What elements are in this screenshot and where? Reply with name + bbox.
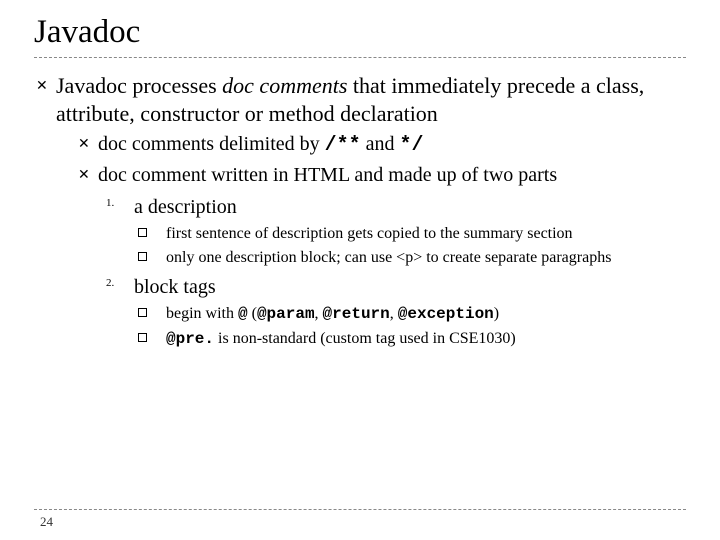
text-part: and [361, 133, 400, 155]
numbered-item-1: 1. a description [106, 195, 686, 220]
text-part: , [315, 305, 323, 322]
code-text: @ [238, 305, 248, 323]
number-marker: 1. [106, 197, 114, 209]
code-text: @pre. [166, 330, 214, 348]
numbered-item-2: 2. block tags [106, 275, 686, 300]
number-marker: 2. [106, 277, 114, 289]
box-icon [138, 252, 147, 261]
text-part: doc comments delimited by [98, 133, 325, 155]
text-part: begin with [166, 305, 238, 322]
footer-divider [34, 509, 686, 510]
page-number: 24 [40, 514, 53, 530]
code-text: */ [400, 134, 424, 157]
bullet-icon: ✕ [78, 136, 90, 153]
box-icon [138, 333, 147, 342]
slide-container: Javadoc ✕ Javadoc processes doc comments… [0, 0, 720, 350]
text-part: ) [494, 305, 499, 322]
code-text: /** [325, 134, 361, 157]
level4-text: @pre. is non-standard (custom tag used i… [166, 329, 686, 350]
level2-text: doc comment written in HTML and made up … [98, 163, 686, 189]
bullet-icon: ✕ [36, 78, 48, 95]
level2-text: doc comments delimited by /** and */ [98, 132, 686, 159]
text-part: is non-standard (custom tag used in CSE1… [214, 330, 516, 347]
text-part: Javadoc processes [56, 73, 222, 98]
box-item: first sentence of description gets copie… [138, 224, 686, 245]
box-item: @pre. is non-standard (custom tag used i… [138, 329, 686, 350]
code-text: @exception [398, 305, 494, 323]
box-icon [138, 228, 147, 237]
text-part: <p> [396, 249, 422, 266]
text-part: to create separate paragraphs [422, 249, 611, 266]
slide-title: Javadoc [34, 14, 686, 51]
bullet-icon: ✕ [78, 167, 90, 184]
box-item: only one description block; can use <p> … [138, 248, 686, 269]
bullet-level2: ✕ doc comment written in HTML and made u… [78, 163, 686, 189]
bullet-level2: ✕ doc comments delimited by /** and */ [78, 132, 686, 159]
level4-text: first sentence of description gets copie… [166, 224, 686, 245]
code-text: @return [323, 305, 390, 323]
bullet-level1: ✕ Javadoc processes doc comments that im… [36, 72, 686, 350]
box-icon [138, 308, 147, 317]
level3-text: block tags [134, 275, 686, 300]
code-text: @param [257, 305, 315, 323]
text-part: ( [248, 305, 257, 322]
text-part: , [390, 305, 398, 322]
level3-text: a description [134, 195, 686, 220]
level1-text: Javadoc processes doc comments that imme… [56, 72, 686, 128]
text-part: only one description block; can use [166, 249, 396, 266]
level4-text: only one description block; can use <p> … [166, 248, 686, 269]
italic-text: doc comments [222, 73, 347, 98]
level4-text: begin with @ (@param, @return, @exceptio… [166, 304, 686, 325]
title-divider [34, 57, 686, 58]
box-item: begin with @ (@param, @return, @exceptio… [138, 304, 686, 325]
